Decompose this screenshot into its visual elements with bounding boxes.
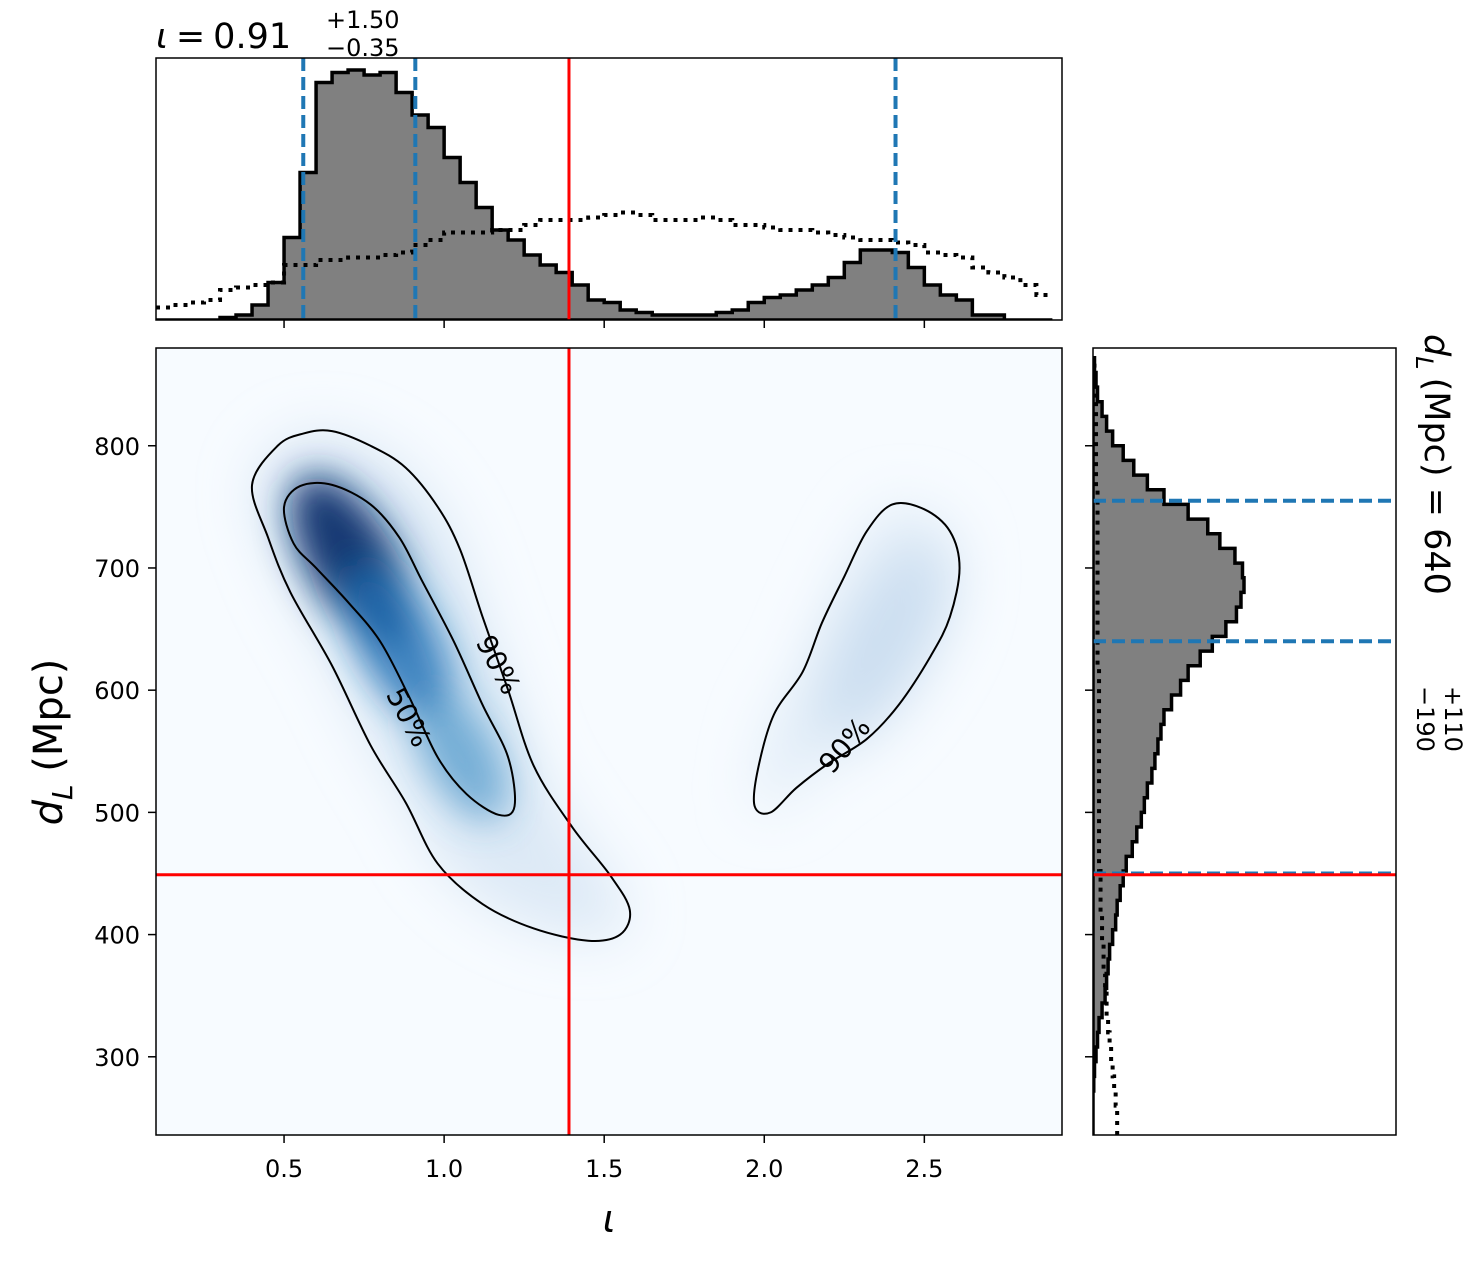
- right-marginal-panel: dL(Mpc) = 640 +110 −190: [1085, 334, 1467, 1136]
- right-posterior-histogram: [1093, 356, 1246, 1135]
- x-tick-label: 0.5: [265, 1155, 303, 1183]
- density-heatmap: [252, 431, 960, 941]
- top-marginal-panel: ι = 0.91 +1.50 −0.35: [155, 6, 1063, 328]
- x-tick-label: 2.0: [745, 1155, 783, 1183]
- y-tick-label: 400: [94, 922, 140, 950]
- density-secondary-peak: [820, 541, 952, 741]
- top-marginal-frame: [155, 57, 1063, 321]
- y-tick-label: 500: [94, 799, 140, 827]
- y-axis-label: dL (Mpc): [26, 659, 79, 826]
- top-title-param: ι: [156, 17, 168, 57]
- density-ridge: [343, 564, 449, 719]
- x-axis-label: ι: [603, 1197, 616, 1241]
- joint-frame: [155, 347, 1063, 1136]
- x-tick-label: 2.5: [905, 1155, 943, 1183]
- x-tick-label: 1.5: [585, 1155, 623, 1183]
- y-tick-label: 600: [94, 677, 140, 705]
- contour-50-1: [282, 481, 516, 817]
- svg-text:dL(Mpc) = 640: dL(Mpc) = 640: [1410, 334, 1456, 595]
- y-tick-label: 800: [94, 433, 140, 461]
- right-title-minus: −190: [1411, 686, 1439, 752]
- contour-90-0: [251, 429, 632, 942]
- contour-90-2: [752, 502, 961, 815]
- right-marginal-frame: [1092, 347, 1397, 1136]
- right-prior-histogram: [1093, 357, 1120, 1135]
- top-marginal-title: ι = 0.91: [156, 17, 291, 57]
- top-title-minus: −0.35: [326, 34, 400, 62]
- top-title-value: 0.91: [213, 17, 291, 57]
- y-tick-label: 700: [94, 555, 140, 583]
- right-marginal-title: dL(Mpc) = 640 +110 −190: [1410, 334, 1467, 752]
- y-tick-label: 300: [94, 1044, 140, 1072]
- top-title-plus: +1.50: [326, 6, 400, 34]
- density-tail: [415, 694, 505, 821]
- top-posterior-histogram: [156, 68, 1053, 320]
- right-title-plus: +110: [1439, 686, 1467, 752]
- x-tick-label: 1.0: [425, 1155, 463, 1183]
